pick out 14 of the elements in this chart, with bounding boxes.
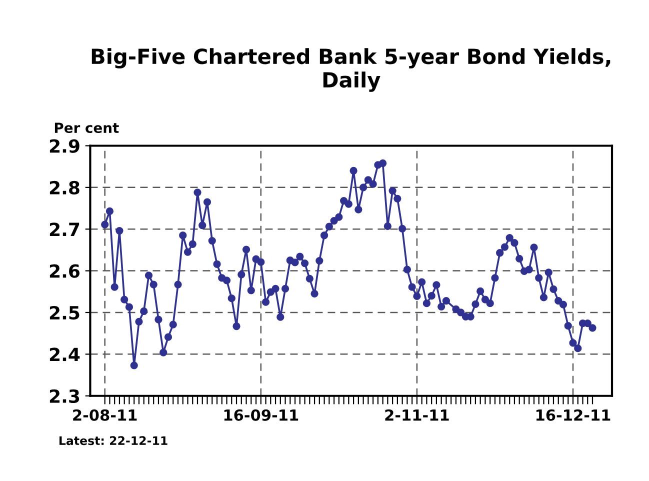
chart-title: Big-Five Chartered Bank 5-year Bond Yields, Daily (92, 48, 610, 92)
y-tick-label: 2.4 (50, 348, 80, 362)
y-tick-label: 2.7 (50, 222, 80, 236)
x-tick-label: 16-12-11 (536, 409, 610, 421)
x-tick-label: 2-08-11 (73, 409, 137, 421)
y-axis-title: Per cent (54, 122, 119, 134)
y-tick-label: 2.6 (50, 264, 80, 278)
y-tick-label: 2.3 (50, 389, 80, 403)
y-tick-label: 2.9 (50, 139, 80, 153)
y-tick-label: 2.5 (50, 306, 80, 320)
y-tick-label: 2.8 (50, 180, 80, 195)
x-tick-label: 2-11-11 (385, 409, 449, 421)
text: Latest: 22-12-11 (59, 436, 168, 446)
x-tick-label: 16-09-11 (224, 409, 298, 421)
